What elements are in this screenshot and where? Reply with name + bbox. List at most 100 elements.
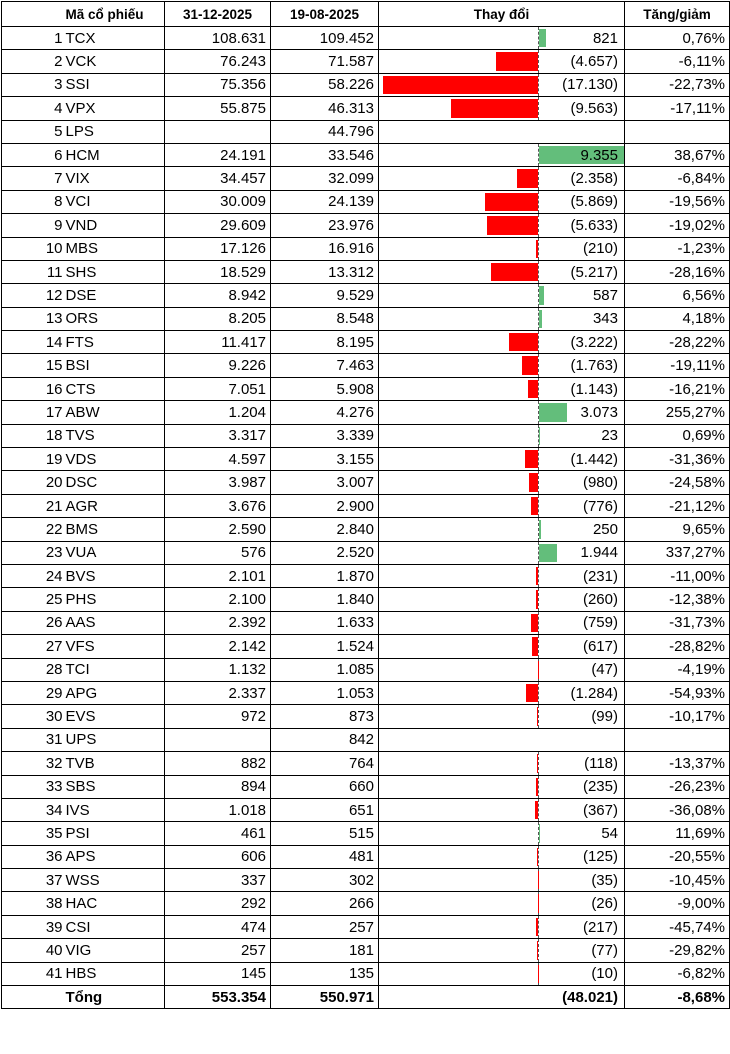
change-label: (210)	[379, 240, 624, 257]
change-cell: 54	[379, 822, 625, 845]
ticker: ABW	[64, 401, 165, 424]
change-cell: (35)	[379, 869, 625, 892]
change-label: (3.222)	[379, 334, 624, 351]
row-index: 33	[2, 775, 64, 798]
pct-change: -31,73%	[625, 611, 730, 634]
value-2024: 76.243	[165, 50, 271, 73]
value-2025: 135	[271, 962, 379, 985]
row-index: 29	[2, 681, 64, 704]
pct-change: -31,36%	[625, 448, 730, 471]
change-cell: (759)	[379, 611, 625, 634]
ticker: AAS	[64, 611, 165, 634]
pct-change: -28,16%	[625, 260, 730, 283]
change-cell: (118)	[379, 752, 625, 775]
value-2025: 109.452	[271, 27, 379, 50]
row-index: 37	[2, 869, 64, 892]
value-2024: 4.597	[165, 448, 271, 471]
row-index: 40	[2, 939, 64, 962]
row-index: 21	[2, 494, 64, 517]
value-2025: 3.007	[271, 471, 379, 494]
change-label: (2.358)	[379, 170, 624, 187]
change-cell: (17.130)	[379, 73, 625, 96]
pct-change: -12,38%	[625, 588, 730, 611]
value-2024: 29.609	[165, 214, 271, 237]
row-index: 23	[2, 541, 64, 564]
value-2024: 292	[165, 892, 271, 915]
change-cell: (26)	[379, 892, 625, 915]
value-2025: 1.085	[271, 658, 379, 681]
value-2025: 651	[271, 798, 379, 821]
change-label: (5.633)	[379, 217, 624, 234]
ticker: HAC	[64, 892, 165, 915]
header-cell: Mã cổ phiếu	[64, 2, 165, 27]
pct-change: -9,00%	[625, 892, 730, 915]
value-2024: 606	[165, 845, 271, 868]
pct-change: 11,69%	[625, 822, 730, 845]
ticker: ORS	[64, 307, 165, 330]
pct-change	[625, 120, 730, 143]
ticker: VND	[64, 214, 165, 237]
change-label: (617)	[379, 638, 624, 655]
row-index: 31	[2, 728, 64, 751]
change-cell: 343	[379, 307, 625, 330]
change-label: (1.763)	[379, 357, 624, 374]
ticker: DSE	[64, 284, 165, 307]
pct-change: -6,82%	[625, 962, 730, 985]
change-label: (260)	[379, 591, 624, 608]
value-2025: 2.840	[271, 518, 379, 541]
change-label: (367)	[379, 802, 624, 819]
value-2025: 2.520	[271, 541, 379, 564]
value-2024: 11.417	[165, 331, 271, 354]
value-2025: 842	[271, 728, 379, 751]
value-2025: 2.900	[271, 494, 379, 517]
change-label: (118)	[379, 755, 624, 772]
pct-change: -16,21%	[625, 377, 730, 400]
value-2024: 474	[165, 915, 271, 938]
row-index: 38	[2, 892, 64, 915]
row-index: 5	[2, 120, 64, 143]
ticker: VFS	[64, 635, 165, 658]
pct-change: -45,74%	[625, 915, 730, 938]
pct-change: -10,17%	[625, 705, 730, 728]
value-2024	[165, 728, 271, 751]
pct-change: 6,56%	[625, 284, 730, 307]
change-cell: (9.563)	[379, 97, 625, 120]
change-label: 343	[379, 310, 624, 327]
ticker: SHS	[64, 260, 165, 283]
change-cell: (10)	[379, 962, 625, 985]
total-pct: -8,68%	[625, 986, 730, 1009]
value-2024: 894	[165, 775, 271, 798]
header-row: Mã cổ phiếu 31-12-2025 19-08-2025 Thay đ…	[2, 2, 730, 27]
row-index: 30	[2, 705, 64, 728]
value-2025: 257	[271, 915, 379, 938]
change-label: 1.944	[379, 544, 624, 561]
value-2024: 55.875	[165, 97, 271, 120]
ticker: DSC	[64, 471, 165, 494]
change-label: (99)	[379, 708, 624, 725]
value-2025: 33.546	[271, 143, 379, 166]
change-cell: 587	[379, 284, 625, 307]
pct-change: -29,82%	[625, 939, 730, 962]
ticker: TVS	[64, 424, 165, 447]
value-2024: 882	[165, 752, 271, 775]
row-index: 41	[2, 962, 64, 985]
value-2025: 4.276	[271, 401, 379, 424]
ticker: APG	[64, 681, 165, 704]
change-label: (759)	[379, 614, 624, 631]
pct-change: 4,18%	[625, 307, 730, 330]
value-2024: 8.942	[165, 284, 271, 307]
